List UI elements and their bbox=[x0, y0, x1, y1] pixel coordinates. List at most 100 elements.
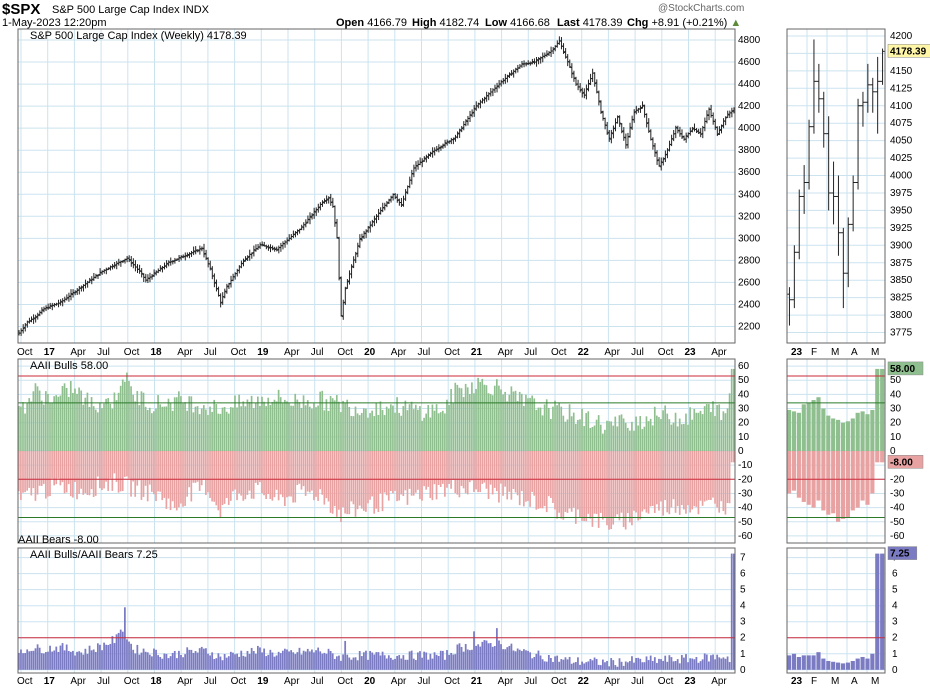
bears-bar bbox=[263, 451, 265, 496]
ratio-bar bbox=[558, 661, 561, 670]
bulls-bar bbox=[313, 403, 315, 451]
bears-bar bbox=[558, 451, 561, 513]
bears-bar bbox=[325, 451, 328, 499]
ratio-bar bbox=[502, 649, 505, 670]
bears-bar bbox=[250, 451, 253, 499]
ratio-bar bbox=[728, 662, 731, 670]
svg-text:-8.00: -8.00 bbox=[890, 457, 913, 468]
ratio-bar bbox=[523, 649, 525, 670]
bulls-bar bbox=[186, 410, 189, 451]
ohlc-bar bbox=[387, 198, 391, 204]
ratio-bar bbox=[387, 655, 390, 670]
ratio-bar bbox=[608, 666, 610, 670]
ohlc-bar bbox=[404, 189, 408, 201]
bears-bar bbox=[458, 451, 461, 498]
bulls-bar bbox=[875, 368, 880, 451]
ohlc-bar bbox=[279, 242, 283, 252]
bears-bar bbox=[227, 451, 230, 505]
ohlc-bar bbox=[183, 252, 187, 261]
ratio-bar bbox=[184, 654, 187, 670]
ohlc-bar bbox=[108, 265, 112, 271]
y-tick-label: 2 bbox=[892, 633, 898, 644]
bulls-bar bbox=[564, 421, 567, 451]
x-tick-label: M bbox=[831, 347, 839, 358]
ratio-bar bbox=[205, 648, 207, 670]
ratio-bar bbox=[624, 661, 627, 670]
bears-bar bbox=[306, 451, 309, 492]
bears-bar bbox=[516, 451, 519, 496]
bears-bar bbox=[192, 451, 195, 483]
bulls-bar bbox=[468, 394, 471, 451]
x-tick-label: 23 bbox=[685, 676, 697, 687]
ratio-bar bbox=[504, 649, 507, 670]
bulls-bar bbox=[668, 419, 671, 451]
ratio-bar bbox=[142, 648, 145, 670]
ohlc-bar bbox=[695, 128, 699, 134]
svg-text:4178.39: 4178.39 bbox=[890, 46, 927, 57]
bulls-bar bbox=[265, 406, 267, 451]
ohlc-bar bbox=[212, 273, 216, 288]
bulls-bar bbox=[587, 411, 590, 451]
x-tick-label: Jul bbox=[204, 347, 217, 358]
bulls-bar bbox=[448, 404, 450, 451]
ratio-bar bbox=[468, 650, 471, 670]
bears-bar bbox=[456, 451, 459, 495]
ohlc-bar bbox=[179, 255, 183, 261]
bulls-bar bbox=[570, 416, 573, 451]
y-tick-label: 3800 bbox=[738, 145, 761, 156]
bulls-bar bbox=[730, 368, 733, 451]
bears-bar bbox=[385, 451, 388, 496]
bulls-bar bbox=[680, 424, 683, 451]
y-tick-label: 5 bbox=[740, 585, 746, 596]
ohlc-bar bbox=[136, 264, 139, 273]
ratio-bar bbox=[579, 664, 581, 670]
ohlc-bar bbox=[441, 143, 445, 149]
bulls-bar bbox=[683, 423, 685, 451]
bears-bar bbox=[425, 451, 428, 490]
ohlc-bar bbox=[593, 72, 597, 87]
bulls-bar bbox=[128, 381, 130, 451]
bulls-bar bbox=[687, 424, 689, 451]
bears-bar bbox=[215, 451, 218, 506]
bulls-bar bbox=[223, 406, 226, 451]
bulls-bar bbox=[651, 425, 654, 451]
bears-bar bbox=[321, 451, 324, 495]
ratio-bar bbox=[26, 649, 29, 670]
ohlc-bar bbox=[75, 288, 79, 295]
ratio-bar bbox=[666, 661, 669, 670]
bulls-bar bbox=[699, 410, 702, 451]
bears-bar bbox=[664, 451, 667, 501]
ohlc-bar bbox=[171, 260, 175, 265]
ratio-bar bbox=[346, 654, 349, 670]
ratio-bar bbox=[225, 657, 228, 670]
ratio-bar bbox=[714, 659, 716, 670]
bulls-bar bbox=[547, 407, 550, 451]
bears-bar bbox=[547, 451, 550, 497]
bulls-bar bbox=[456, 384, 459, 451]
quote-last: Last 4178.39 bbox=[557, 17, 623, 29]
x-tick-label: M bbox=[871, 347, 879, 358]
bulls-bar bbox=[169, 402, 172, 451]
bears-bar bbox=[367, 451, 369, 504]
bears-bar bbox=[161, 451, 164, 501]
ohlc-bar bbox=[44, 305, 48, 312]
x-tick-label: Jul bbox=[97, 676, 110, 687]
bulls-bar bbox=[500, 389, 502, 451]
bears-bar bbox=[261, 451, 263, 494]
ratio-bar bbox=[520, 650, 523, 670]
bulls-bar bbox=[51, 402, 53, 451]
ratio-bar bbox=[806, 655, 811, 670]
ohlc-bar bbox=[578, 83, 582, 93]
ohlc-bar bbox=[801, 165, 807, 214]
ratio-bar bbox=[676, 659, 679, 670]
ohlc-bar bbox=[32, 314, 36, 324]
ohlc-bar bbox=[377, 208, 381, 221]
bulls-bar bbox=[173, 397, 176, 451]
ratio-bar bbox=[180, 655, 182, 670]
bears-bar bbox=[223, 451, 226, 504]
bulls-bar bbox=[552, 406, 554, 451]
bulls-bar bbox=[791, 411, 797, 451]
bears-bar bbox=[678, 451, 681, 515]
x-tick-label: Oct bbox=[551, 347, 567, 358]
ratio-bar bbox=[219, 656, 222, 670]
